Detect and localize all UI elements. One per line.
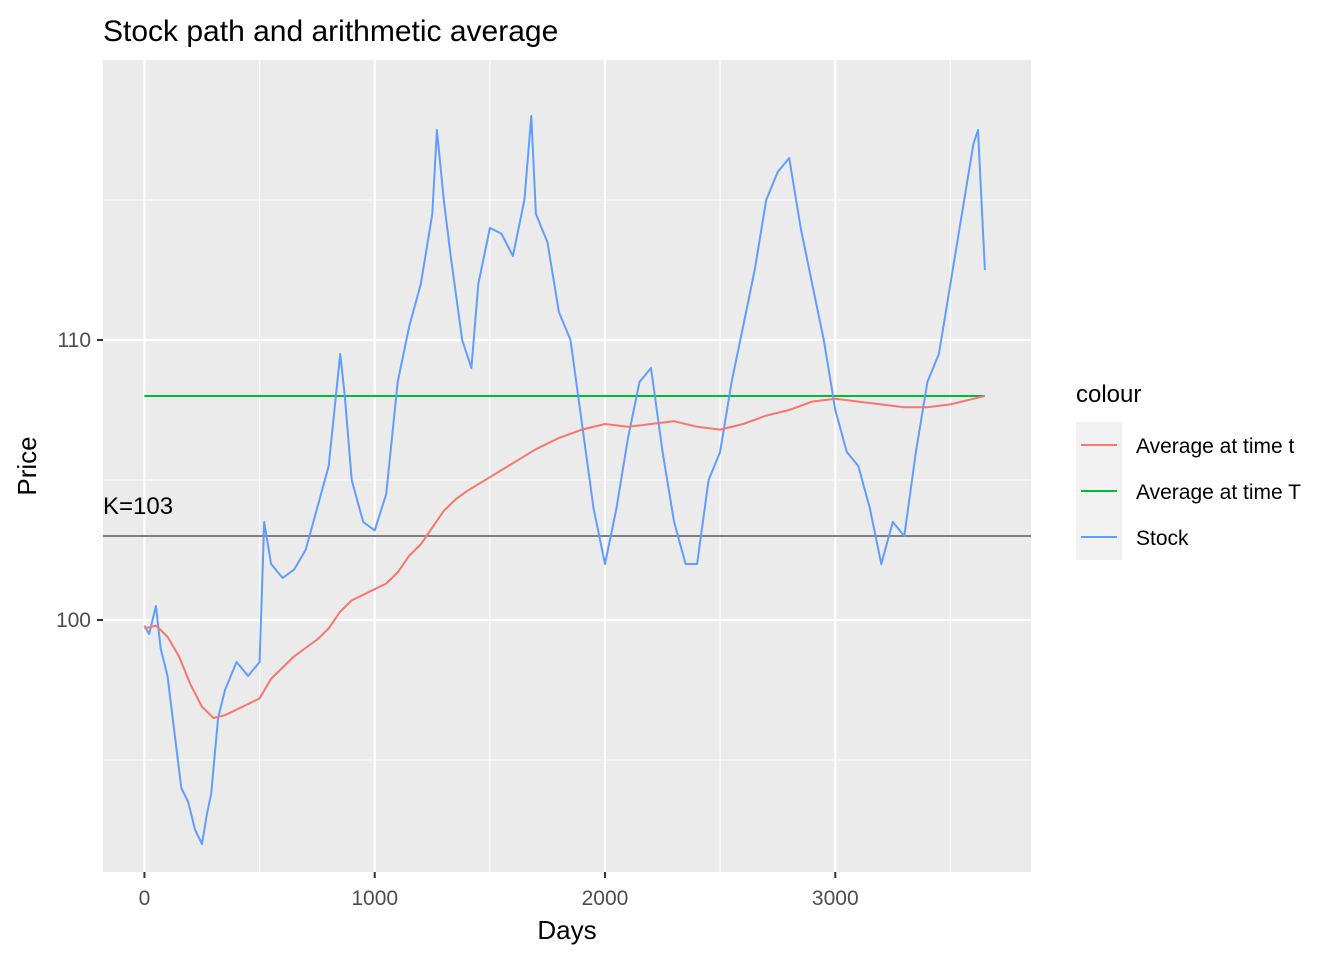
y-tick-label: 100 bbox=[56, 609, 91, 632]
plot-panel bbox=[103, 60, 1031, 872]
legend-label: Stock bbox=[1136, 527, 1189, 550]
legend-items: Average at time t Average at time T Stock bbox=[1076, 422, 1301, 560]
x-tick-label: 0 bbox=[139, 887, 151, 910]
strike-annotation: K=103 bbox=[103, 493, 173, 520]
grid-layer bbox=[103, 60, 1031, 872]
y-tick-label: 110 bbox=[58, 329, 91, 352]
x-tick-label: 1000 bbox=[351, 887, 398, 910]
legend-title: colour bbox=[1076, 381, 1141, 408]
series-layer bbox=[143, 115, 986, 845]
x-tick-label: 2000 bbox=[582, 887, 629, 910]
legend-label: Average at time t bbox=[1136, 435, 1295, 458]
average-t-line bbox=[144, 395, 986, 719]
chart-title: Stock path and arithmetic average bbox=[103, 15, 558, 48]
y-axis-label: Price bbox=[12, 436, 42, 495]
x-axis-label: Days bbox=[537, 915, 596, 945]
axis-ticks: 0 1000 2000 3000 100 110 bbox=[56, 329, 859, 910]
x-tick-label: 3000 bbox=[812, 887, 859, 910]
legend-label: Average at time T bbox=[1136, 481, 1301, 504]
